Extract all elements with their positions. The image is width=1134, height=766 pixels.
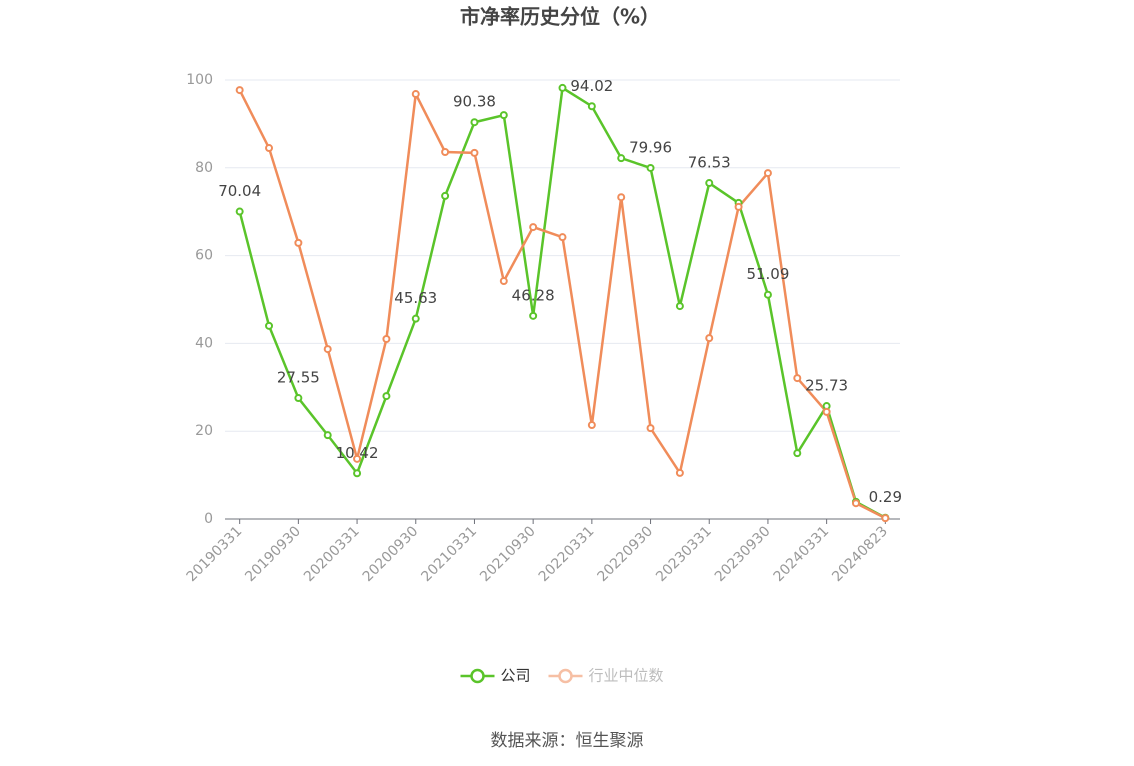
x-tick-label: 20230930	[712, 523, 774, 585]
data-point	[763, 169, 772, 178]
data-point	[499, 277, 508, 286]
data-label: 0.29	[869, 488, 902, 506]
legend-label: 公司	[501, 667, 531, 685]
data-point	[617, 154, 626, 163]
data-point	[646, 163, 655, 172]
y-tick-label: 80	[195, 160, 213, 176]
data-label: 25.73	[805, 377, 848, 395]
data-point	[265, 144, 274, 153]
y-tick-label: 20	[195, 423, 213, 439]
data-point	[382, 392, 391, 401]
data-point	[470, 148, 479, 157]
data-point	[353, 454, 362, 463]
data-label: 46.28	[512, 286, 555, 304]
legend-marker	[470, 668, 485, 684]
data-point	[705, 179, 714, 188]
x-tick-label: 20200331	[301, 523, 363, 585]
x-tick-label: 20190331	[184, 523, 246, 585]
legend-marker	[558, 668, 573, 684]
data-point	[793, 449, 802, 458]
data-point	[675, 468, 684, 477]
data-point	[294, 394, 303, 403]
data-point	[235, 207, 244, 216]
data-point	[587, 102, 596, 111]
data-point	[881, 514, 890, 523]
data-point	[763, 290, 772, 299]
data-label: 90.38	[453, 93, 496, 111]
data-label: 94.02	[570, 77, 613, 95]
data-label: 79.96	[629, 138, 672, 156]
data-point	[323, 345, 332, 354]
data-point	[411, 90, 420, 99]
data-point	[470, 118, 479, 127]
data-point	[529, 223, 538, 232]
legend-label: 行业中位数	[589, 667, 664, 685]
data-point	[441, 191, 450, 200]
x-tick-label: 20240331	[771, 523, 833, 585]
x-tick-label: 20200930	[360, 523, 422, 585]
y-tick-label: 100	[186, 72, 213, 88]
x-tick-label: 20220930	[594, 523, 656, 585]
data-point	[499, 111, 508, 120]
data-point	[235, 86, 244, 95]
data-point	[529, 311, 538, 320]
x-tick-label: 20210331	[418, 523, 480, 585]
legend-item[interactable]: 行业中位数	[548, 667, 664, 685]
x-tick-label: 20230331	[653, 523, 715, 585]
data-point	[793, 374, 802, 383]
data-point	[734, 202, 743, 211]
data-point	[353, 469, 362, 478]
data-point	[705, 334, 714, 343]
data-point	[265, 321, 274, 330]
x-tick-label: 20210930	[477, 523, 539, 585]
data-point	[587, 421, 596, 430]
y-tick-label: 0	[204, 511, 213, 527]
data-label: 51.09	[746, 265, 789, 283]
data-point	[675, 302, 684, 311]
source-note: 数据来源：恒生聚源	[491, 731, 644, 751]
y-tick-label: 60	[195, 248, 213, 264]
data-label: 70.04	[218, 182, 261, 200]
x-tick-label: 20190930	[242, 523, 304, 585]
data-point	[558, 233, 567, 242]
data-point	[382, 335, 391, 344]
data-point	[323, 431, 332, 440]
data-point	[822, 407, 831, 416]
x-tick-label: 20220331	[536, 523, 598, 585]
data-point	[411, 314, 420, 323]
data-point	[617, 193, 626, 202]
data-point	[646, 424, 655, 433]
data-label: 45.63	[394, 289, 437, 307]
data-label: 10.42	[336, 444, 379, 462]
chart-title: 市净率历史分位（%）	[460, 5, 660, 29]
data-point	[558, 83, 567, 92]
data-point	[294, 238, 303, 247]
x-tick-label: 20240823	[829, 523, 891, 585]
data-point	[851, 499, 860, 508]
data-label: 27.55	[277, 369, 320, 387]
data-label: 76.53	[688, 154, 731, 172]
y-tick-label: 40	[195, 335, 213, 351]
data-point	[441, 147, 450, 156]
legend-item[interactable]: 公司	[460, 667, 531, 685]
